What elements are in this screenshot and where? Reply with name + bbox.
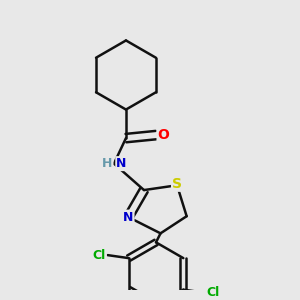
- Text: N: N: [116, 157, 127, 170]
- Text: N: N: [123, 211, 134, 224]
- Text: S: S: [172, 177, 182, 191]
- Text: O: O: [158, 128, 169, 142]
- Text: H: H: [102, 157, 112, 170]
- Text: Cl: Cl: [206, 286, 219, 299]
- Text: Cl: Cl: [93, 249, 106, 262]
